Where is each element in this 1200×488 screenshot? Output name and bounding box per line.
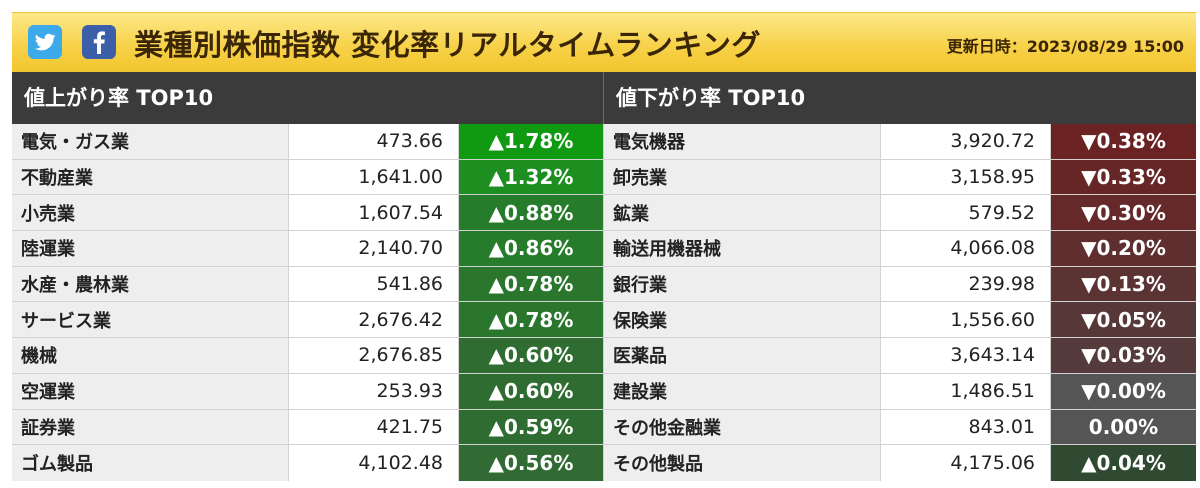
- twitter-share-button[interactable]: [28, 25, 62, 59]
- change-rate-badge: ▲0.88%: [458, 195, 604, 231]
- gainers-row[interactable]: 小売業 1,607.54 ▲0.88%: [12, 195, 604, 232]
- sector-name[interactable]: 鉱業: [604, 195, 881, 231]
- gainers-title: 値上がり率 TOP10: [12, 72, 604, 124]
- gainers-row[interactable]: 陸運業 2,140.70 ▲0.86%: [12, 231, 604, 267]
- losers-row[interactable]: その他金融業 843.01 0.00%: [604, 409, 1196, 446]
- sector-name[interactable]: 不動産業: [12, 159, 289, 195]
- index-value: 473.66: [289, 124, 457, 159]
- change-rate-badge: ▲0.60%: [458, 338, 604, 373]
- sector-name[interactable]: 保険業: [604, 302, 881, 338]
- losers-row[interactable]: 銀行業 239.98 ▼0.13%: [604, 266, 1196, 303]
- updated-label: 更新日時：: [946, 37, 1027, 56]
- change-rate-badge: ▼0.38%: [1050, 124, 1196, 159]
- change-rate-badge: ▼0.05%: [1050, 302, 1196, 338]
- losers-row[interactable]: 医薬品 3,643.14 ▼0.03%: [604, 338, 1196, 374]
- gainers-row[interactable]: 証券業 421.75 ▲0.59%: [12, 409, 604, 446]
- updated-timestamp: 更新日時：2023/08/29 15:00: [947, 33, 1184, 57]
- change-rate-badge: ▼0.13%: [1050, 266, 1196, 302]
- sector-name[interactable]: 銀行業: [604, 266, 881, 302]
- index-value: 1,641.00: [289, 159, 457, 195]
- ranking-header: 業種別株価指数 変化率リアルタイムランキング 更新日時：2023/08/29 1…: [12, 12, 1196, 72]
- sector-name[interactable]: 医薬品: [604, 338, 881, 373]
- losers-row[interactable]: 卸売業 3,158.95 ▼0.33%: [604, 159, 1196, 196]
- gainers-column: 値上がり率 TOP10 電気・ガス業 473.66 ▲1.78% 不動産業 1,641.…: [12, 72, 604, 484]
- facebook-f-icon: [93, 31, 105, 54]
- gainers-list: 電気・ガス業 473.66 ▲1.78% 不動産業 1,641.00 ▲1.32% 小売業 1…: [12, 124, 604, 481]
- change-rate-badge: ▼0.30%: [1050, 195, 1196, 231]
- change-rate-badge: ▲0.60%: [458, 373, 604, 409]
- change-rate-badge: ▼0.20%: [1050, 231, 1196, 266]
- change-rate-badge: ▲0.78%: [458, 266, 604, 302]
- sector-name[interactable]: その他製品: [604, 445, 881, 481]
- change-rate-badge: ▲0.04%: [1050, 445, 1196, 481]
- page-title: 業種別株価指数 変化率リアルタイムランキング: [134, 28, 761, 62]
- losers-row[interactable]: その他製品 4,175.06 ▲0.04%: [604, 445, 1196, 481]
- change-rate-badge: ▼0.33%: [1050, 159, 1196, 195]
- index-value: 579.52: [881, 195, 1049, 231]
- change-rate-badge: 0.00%: [1050, 409, 1196, 445]
- sector-name[interactable]: 建設業: [604, 373, 881, 409]
- gainers-row[interactable]: 機械 2,676.85 ▲0.60%: [12, 338, 604, 374]
- change-rate-badge: ▲0.59%: [458, 409, 604, 445]
- index-value: 4,175.06: [881, 445, 1049, 481]
- sector-name[interactable]: 電気機器: [604, 124, 881, 159]
- change-rate-badge: ▼0.00%: [1050, 373, 1196, 409]
- change-rate-badge: ▲1.78%: [458, 124, 604, 159]
- index-value: 4,102.48: [289, 445, 457, 481]
- change-rate-badge: ▲0.86%: [458, 231, 604, 266]
- sector-name[interactable]: 電気・ガス業: [12, 124, 289, 159]
- sector-name[interactable]: 機械: [12, 338, 289, 373]
- index-value: 239.98: [881, 266, 1049, 302]
- index-value: 2,676.85: [289, 338, 457, 373]
- sector-name[interactable]: 卸売業: [604, 159, 881, 195]
- index-value: 253.93: [289, 373, 457, 409]
- losers-row[interactable]: 輸送用機器械 4,066.08 ▼0.20%: [604, 231, 1196, 267]
- index-value: 421.75: [289, 409, 457, 445]
- updated-value: 2023/08/29 15:00: [1026, 37, 1184, 56]
- index-value: 1,607.54: [289, 195, 457, 231]
- losers-row[interactable]: 建設業 1,486.51 ▼0.00%: [604, 373, 1196, 410]
- sector-name[interactable]: ゴム製品: [12, 445, 289, 481]
- facebook-share-button[interactable]: [82, 25, 116, 59]
- index-value: 2,140.70: [289, 231, 457, 266]
- gainers-row[interactable]: ゴム製品 4,102.48 ▲0.56%: [12, 445, 604, 481]
- gainers-row[interactable]: サービス業 2,676.42 ▲0.78%: [12, 302, 604, 339]
- change-rate-badge: ▲0.56%: [458, 445, 604, 481]
- index-value: 3,643.14: [881, 338, 1049, 373]
- sector-name[interactable]: 輸送用機器械: [604, 231, 881, 266]
- sector-name[interactable]: サービス業: [12, 302, 289, 338]
- gainers-row[interactable]: 不動産業 1,641.00 ▲1.32%: [12, 159, 604, 196]
- sector-name[interactable]: 小売業: [12, 195, 289, 231]
- sector-name[interactable]: 証券業: [12, 409, 289, 445]
- gainers-row[interactable]: 水産・農林業 541.86 ▲0.78%: [12, 266, 604, 303]
- losers-row[interactable]: 電気機器 3,920.72 ▼0.38%: [604, 124, 1196, 160]
- change-rate-badge: ▼0.03%: [1050, 338, 1196, 373]
- index-value: 2,676.42: [289, 302, 457, 338]
- change-rate-badge: ▲1.32%: [458, 159, 604, 195]
- sector-name[interactable]: 水産・農林業: [12, 266, 289, 302]
- twitter-bird-icon: [35, 33, 56, 51]
- losers-list: 電気機器 3,920.72 ▼0.38% 卸売業 3,158.95 ▼0.33% 鉱業 579…: [604, 124, 1196, 481]
- index-value: 4,066.08: [881, 231, 1049, 266]
- losers-row[interactable]: 保険業 1,556.60 ▼0.05%: [604, 302, 1196, 339]
- index-value: 541.86: [289, 266, 457, 302]
- index-value: 3,920.72: [881, 124, 1049, 159]
- gainers-row[interactable]: 電気・ガス業 473.66 ▲1.78%: [12, 124, 604, 160]
- sector-name[interactable]: 陸運業: [12, 231, 289, 266]
- index-value: 1,556.60: [881, 302, 1049, 338]
- index-value: 1,486.51: [881, 373, 1049, 409]
- ranking-widget: 業種別株価指数 変化率リアルタイムランキング 更新日時：2023/08/29 1…: [12, 12, 1196, 484]
- index-value: 843.01: [881, 409, 1049, 445]
- losers-title: 値下がり率 TOP10: [604, 72, 1196, 124]
- losers-column: 値下がり率 TOP10 電気機器 3,920.72 ▼0.38% 卸売業 3,158.9…: [604, 72, 1196, 484]
- gainers-row[interactable]: 空運業 253.93 ▲0.60%: [12, 373, 604, 410]
- change-rate-badge: ▲0.78%: [458, 302, 604, 338]
- sector-name[interactable]: 空運業: [12, 373, 289, 409]
- index-value: 3,158.95: [881, 159, 1049, 195]
- losers-row[interactable]: 鉱業 579.52 ▼0.30%: [604, 195, 1196, 232]
- sector-name[interactable]: その他金融業: [604, 409, 881, 445]
